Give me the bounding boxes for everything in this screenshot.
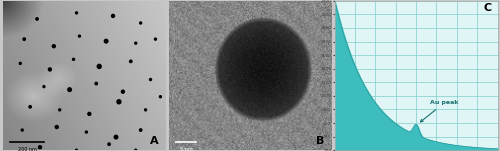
Circle shape xyxy=(68,88,71,92)
Circle shape xyxy=(114,135,118,139)
Circle shape xyxy=(160,96,162,98)
Circle shape xyxy=(72,58,74,60)
Circle shape xyxy=(130,60,132,63)
Circle shape xyxy=(43,86,45,88)
Circle shape xyxy=(20,62,21,64)
Circle shape xyxy=(154,38,156,40)
Circle shape xyxy=(108,143,110,145)
Text: Au peak: Au peak xyxy=(420,100,459,122)
Circle shape xyxy=(150,79,152,80)
Circle shape xyxy=(76,149,78,151)
Circle shape xyxy=(38,146,42,149)
Circle shape xyxy=(88,112,91,115)
Circle shape xyxy=(86,131,87,133)
Circle shape xyxy=(29,106,32,108)
Circle shape xyxy=(112,14,114,17)
Text: 5 nm: 5 nm xyxy=(180,147,192,151)
Circle shape xyxy=(48,68,51,71)
Circle shape xyxy=(134,149,136,151)
Text: 200 nm: 200 nm xyxy=(18,147,36,151)
Text: A: A xyxy=(150,136,158,146)
Circle shape xyxy=(52,45,56,48)
Circle shape xyxy=(36,18,38,20)
Circle shape xyxy=(23,38,26,40)
Circle shape xyxy=(56,125,58,129)
Circle shape xyxy=(122,90,124,93)
Circle shape xyxy=(140,22,141,24)
Circle shape xyxy=(117,100,121,104)
Circle shape xyxy=(59,109,60,111)
Text: B: B xyxy=(316,136,324,146)
Text: C: C xyxy=(484,3,492,13)
Circle shape xyxy=(76,12,78,14)
Circle shape xyxy=(140,129,142,131)
Circle shape xyxy=(144,109,146,111)
Circle shape xyxy=(78,35,80,37)
Circle shape xyxy=(104,39,108,43)
Circle shape xyxy=(21,129,23,131)
Circle shape xyxy=(95,82,98,85)
Circle shape xyxy=(134,42,136,44)
Circle shape xyxy=(97,64,101,68)
